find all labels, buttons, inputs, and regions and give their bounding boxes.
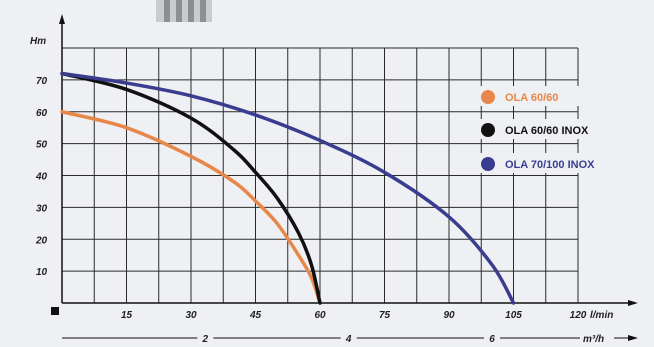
secondary-tick-bg — [197, 331, 214, 344]
x-tick-label: 75 — [379, 310, 391, 321]
secondary-tick-label: 2 — [202, 334, 209, 345]
series-line-0 — [60, 110, 322, 305]
secondary-tick-label: 4 — [345, 334, 352, 345]
y-tick-label: 60 — [36, 108, 48, 119]
legend-item-bg — [478, 86, 644, 106]
x-tick-label: 45 — [249, 310, 262, 321]
pump-thumbnail — [156, 0, 212, 22]
x-tick-label: 60 — [314, 310, 326, 321]
series-line-1 — [60, 71, 322, 305]
secondary-tick-bg — [484, 331, 500, 344]
x-tick-label: 105 — [505, 310, 522, 321]
x-axis-arrow — [628, 300, 638, 306]
legend: OLA 60/60 OLA 60/60 INOX OLA 70/100 INOX — [478, 86, 644, 173]
secondary-axis-arrow — [628, 335, 638, 341]
axes: Hm 10 20 30 40 50 60 70 15 30 45 60 75 90 105 120 l/min 2… — [30, 14, 638, 345]
x-tick-label: 30 — [185, 310, 197, 321]
x-axis-label-primary: l/min — [590, 310, 613, 321]
y-tick-label: 40 — [35, 172, 48, 183]
y-tick-label: 70 — [36, 76, 48, 87]
legend-label: OLA 60/60 — [505, 92, 558, 104]
y-tick-label: 20 — [35, 235, 48, 246]
series-line-2 — [60, 71, 516, 305]
origin-marker — [51, 307, 59, 315]
secondary-tick-label: 6 — [489, 334, 495, 345]
legend-swatch — [481, 123, 495, 137]
legend-swatch — [481, 157, 495, 171]
secondary-label-bg — [580, 331, 614, 344]
y-tick-label: 30 — [36, 203, 48, 214]
legend-item-bg — [478, 153, 644, 173]
y-tick-label: 10 — [36, 267, 48, 278]
secondary-tick-bg — [340, 331, 357, 344]
x-tick-label: 15 — [121, 310, 133, 321]
x-axis-label-secondary: m³/h — [583, 334, 604, 345]
x-tick-label: 90 — [443, 310, 455, 321]
y-axis-label: Hm — [30, 36, 46, 47]
legend-label: OLA 60/60 INOX — [505, 125, 589, 137]
x-tick-label: 120 — [570, 310, 587, 321]
y-tick-label: 50 — [36, 140, 48, 151]
legend-swatch — [481, 90, 495, 104]
legend-item-bg — [478, 119, 644, 139]
y-axis-arrow — [59, 14, 65, 24]
series — [60, 71, 516, 305]
legend-label: OLA 70/100 INOX — [505, 159, 595, 171]
